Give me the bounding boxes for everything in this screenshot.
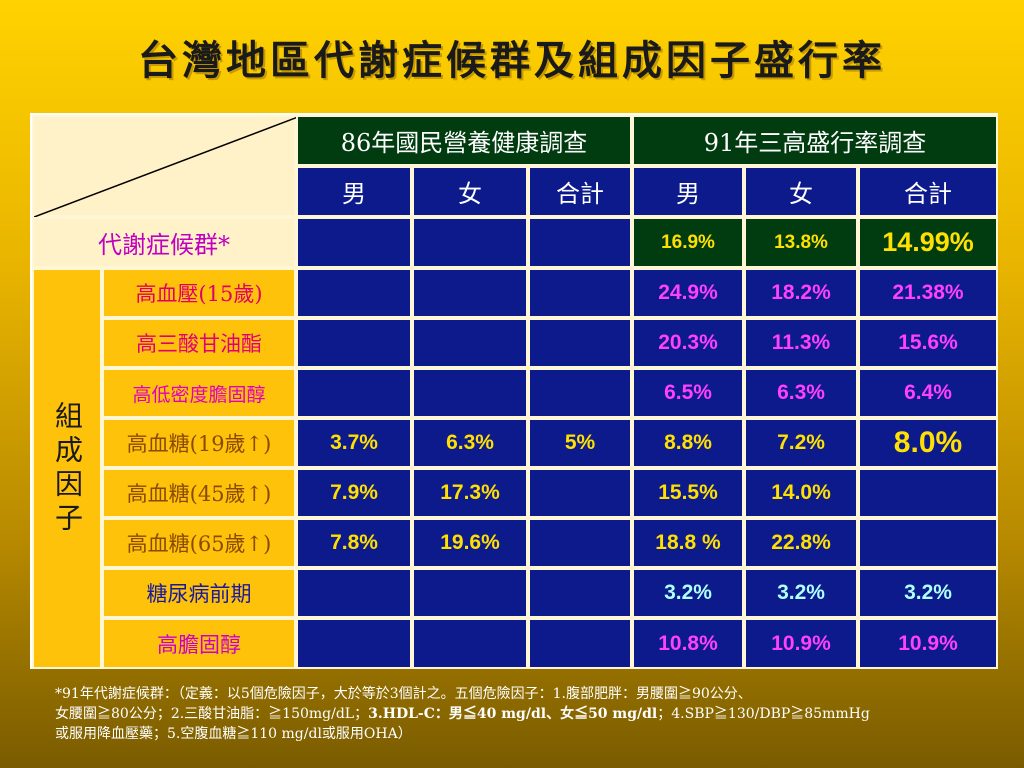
cell-tg-91-male: 20.3% xyxy=(632,318,744,368)
header-86-total: 合計 xyxy=(528,166,632,217)
cell-sugar19-86-total: 5% xyxy=(528,418,632,468)
cell-sugar65-86-male: 7.8% xyxy=(296,518,412,568)
cell-prediabetes-86-female xyxy=(412,568,528,618)
cell-prediabetes-91-female: 3.2% xyxy=(744,568,858,618)
footnote-line-2c: ；4.SBP≧130/DBP≧85mmHg xyxy=(657,706,870,722)
side-label-text: 組成因子 xyxy=(51,400,84,537)
cell-ldl-86-female xyxy=(412,368,528,418)
cell-hypertension-86-male xyxy=(296,268,412,318)
cell-chol-86-female xyxy=(412,618,528,669)
cell-chol-91-total: 10.9% xyxy=(858,618,998,669)
row-label-sugar-65: 高血糖(65歲↑) xyxy=(102,518,296,568)
footnote-line-2a: 女腰圍≧80公分；2.三酸甘油脂：≧150mg/dL； xyxy=(55,706,369,722)
cell-metabolic-86-total xyxy=(528,217,632,268)
cell-ldl-91-total: 6.4% xyxy=(858,368,998,418)
cell-sugar45-91-total xyxy=(858,468,998,518)
row-label-sugar-19: 高血糖(19歲↑) xyxy=(102,418,296,468)
cell-sugar65-91-female: 22.8% xyxy=(744,518,858,568)
footnote-line-3: 或服用降血壓藥；5.空腹血糖≧110 mg/dl或服用OHA） xyxy=(55,726,412,742)
footnote-line-2b: 3.HDL-C：男≦40 mg/dl、女≦50 mg/dl xyxy=(368,706,658,722)
cell-sugar19-86-male: 3.7% xyxy=(296,418,412,468)
footnote-line-1: *91年代謝症候群：（定義：以5個危險因子，大於等於3個計之。五個危險因子：1.… xyxy=(55,686,752,702)
cell-metabolic-86-female xyxy=(412,217,528,268)
cell-sugar45-86-total xyxy=(528,468,632,518)
cell-hypertension-91-male: 24.9% xyxy=(632,268,744,318)
cell-sugar45-91-male: 15.5% xyxy=(632,468,744,518)
header-survey-86: 86年國民營養健康調查 xyxy=(296,115,632,166)
cell-tg-91-total: 15.6% xyxy=(858,318,998,368)
cell-sugar19-91-total: 8.0% xyxy=(858,418,998,468)
cell-prediabetes-91-total: 3.2% xyxy=(858,568,998,618)
cell-ldl-86-male xyxy=(296,368,412,418)
header-survey-91: 91年三高盛行率調查 xyxy=(632,115,998,166)
cell-metabolic-86-male xyxy=(296,217,412,268)
header-91-female: 女 xyxy=(744,166,858,217)
row-label-sugar-45: 高血糖(45歲↑) xyxy=(102,468,296,518)
cell-sugar45-91-female: 14.0% xyxy=(744,468,858,518)
cell-hypertension-86-total xyxy=(528,268,632,318)
header-91-male: 男 xyxy=(632,166,744,217)
cell-chol-91-female: 10.9% xyxy=(744,618,858,669)
footnote: *91年代謝症候群：（定義：以5個危險因子，大於等於3個計之。五個危險因子：1.… xyxy=(55,684,1005,744)
row-label-ldl: 高低密度膽固醇 xyxy=(102,368,296,418)
cell-hypertension-91-total: 21.38% xyxy=(858,268,998,318)
cell-chol-86-total xyxy=(528,618,632,669)
cell-metabolic-91-male: 16.9% xyxy=(632,217,744,268)
cell-chol-91-male: 10.8% xyxy=(632,618,744,669)
cell-chol-86-male xyxy=(296,618,412,669)
header-91-total: 合計 xyxy=(858,166,998,217)
cell-hypertension-86-female xyxy=(412,268,528,318)
cell-tg-86-male xyxy=(296,318,412,368)
row-label-prediabetes: 糖尿病前期 xyxy=(102,568,296,618)
diagonal-line xyxy=(34,117,298,218)
row-label-triglyceride: 高三酸甘油酯 xyxy=(102,318,296,368)
row-label-cholesterol: 高膽固醇 xyxy=(102,618,296,669)
cell-ldl-91-male: 6.5% xyxy=(632,368,744,418)
prevalence-table: 86年國民營養健康調查 91年三高盛行率調查 男 女 合計 男 女 合計 代謝症… xyxy=(30,113,998,669)
corner-cell xyxy=(32,115,298,218)
footnote-line-2: 女腰圍≧80公分；2.三酸甘油脂：≧150mg/dL；3.HDL-C：男≦40 … xyxy=(55,704,1005,724)
cell-ldl-91-female: 6.3% xyxy=(744,368,858,418)
cell-metabolic-91-female: 13.8% xyxy=(744,217,858,268)
cell-sugar65-91-male: 18.8 % xyxy=(632,518,744,568)
row-label-hypertension: 高血壓(15歲) xyxy=(102,268,296,318)
cell-sugar65-91-total xyxy=(858,518,998,568)
cell-sugar19-91-female: 7.2% xyxy=(744,418,858,468)
cell-tg-86-female xyxy=(412,318,528,368)
cell-ldl-86-total xyxy=(528,368,632,418)
cell-sugar45-86-male: 7.9% xyxy=(296,468,412,518)
side-label-components: 組成因子 xyxy=(32,268,102,669)
row-label-metabolic: 代謝症候群* xyxy=(32,217,296,268)
cell-metabolic-91-total: 14.99% xyxy=(858,217,998,268)
cell-sugar19-86-female: 6.3% xyxy=(412,418,528,468)
header-86-male: 男 xyxy=(296,166,412,217)
cell-prediabetes-86-total xyxy=(528,568,632,618)
header-86-female: 女 xyxy=(412,166,528,217)
cell-hypertension-91-female: 18.2% xyxy=(744,268,858,318)
cell-prediabetes-91-male: 3.2% xyxy=(632,568,744,618)
cell-sugar65-86-female: 19.6% xyxy=(412,518,528,568)
page-title: 台灣地區代謝症候群及組成因子盛行率 xyxy=(138,37,886,84)
cell-sugar65-86-total xyxy=(528,518,632,568)
cell-prediabetes-86-male xyxy=(296,568,412,618)
cell-tg-91-female: 11.3% xyxy=(744,318,858,368)
cell-sugar19-91-male: 8.8% xyxy=(632,418,744,468)
cell-sugar45-86-female: 17.3% xyxy=(412,468,528,518)
cell-tg-86-total xyxy=(528,318,632,368)
